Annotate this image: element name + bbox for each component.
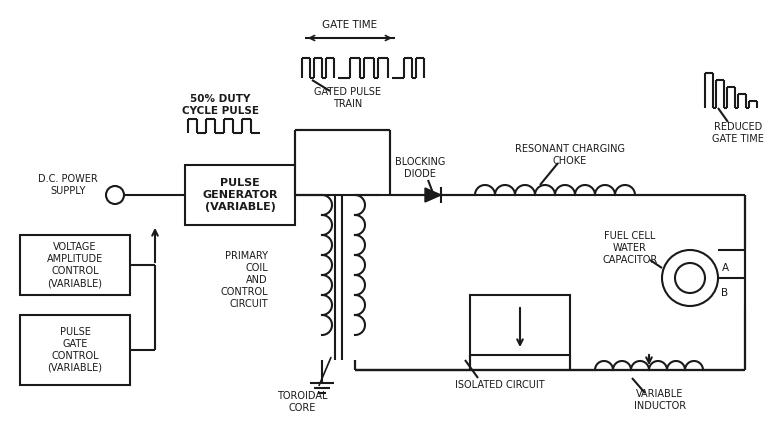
- Text: PULSE
GATE
CONTROL
(VARIABLE): PULSE GATE CONTROL (VARIABLE): [48, 327, 102, 373]
- Text: BLOCKING
DIODE: BLOCKING DIODE: [395, 157, 445, 179]
- Text: RESONANT CHARGING
CHOKE: RESONANT CHARGING CHOKE: [515, 144, 625, 166]
- Text: 50% DUTY
CYCLE PULSE: 50% DUTY CYCLE PULSE: [182, 94, 258, 116]
- Polygon shape: [425, 188, 441, 202]
- Text: GATE TIME: GATE TIME: [322, 20, 378, 30]
- Text: TOROIDAL
CORE: TOROIDAL CORE: [277, 391, 328, 413]
- Text: D.C. POWER
SUPPLY: D.C. POWER SUPPLY: [38, 174, 98, 196]
- Bar: [470, 295, 570, 355]
- Text: VOLTAGE
AMPLITUDE
CONTROL
(VARIABLE): VOLTAGE AMPLITUDE CONTROL (VARIABLE): [47, 242, 103, 288]
- Text: FUEL CELL
WATER
CAPACITOR: FUEL CELL WATER CAPACITOR: [602, 231, 658, 265]
- Bar: [185, 165, 295, 225]
- Text: A: A: [722, 263, 729, 273]
- Text: VARIABLE
INDUCTOR: VARIABLE INDUCTOR: [634, 389, 686, 411]
- Text: PULSE
GENERATOR
(VARIABLE): PULSE GENERATOR (VARIABLE): [202, 178, 278, 212]
- Text: REDUCED
GATE TIME: REDUCED GATE TIME: [712, 122, 764, 144]
- Text: PRIMARY
COIL
AND
CONTROL
CIRCUIT: PRIMARY COIL AND CONTROL CIRCUIT: [221, 251, 268, 309]
- Text: ISOLATED CIRCUIT: ISOLATED CIRCUIT: [456, 380, 544, 390]
- Bar: [20, 315, 130, 385]
- Text: B: B: [722, 288, 729, 298]
- Bar: [20, 235, 130, 295]
- Text: GATED PULSE
TRAIN: GATED PULSE TRAIN: [314, 87, 381, 109]
